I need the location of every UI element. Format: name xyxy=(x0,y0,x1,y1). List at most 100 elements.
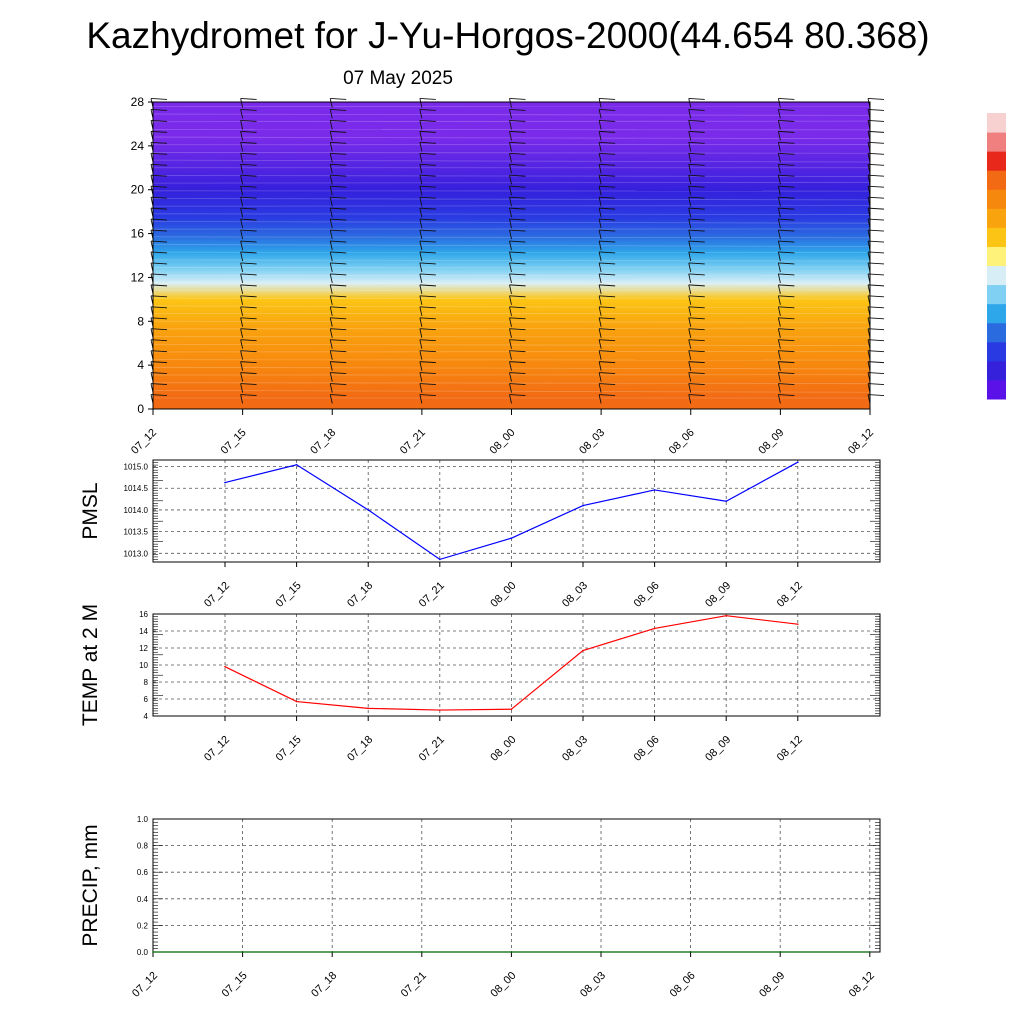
precip-xtick-label: 08_03 xyxy=(578,970,608,1000)
xsec-isoline xyxy=(153,129,870,130)
precip-data-point xyxy=(242,951,244,953)
temp-data-point xyxy=(582,650,584,652)
temp-data-point xyxy=(367,708,369,710)
pmsl-xtick-label: 08_06 xyxy=(632,580,662,610)
xsec-xtick-label: 08_06 xyxy=(667,427,697,457)
plot-panels: 0 4 8 12 16 20 24 28 07_12 07_15 07_18 07_21 08_00 08… xyxy=(79,95,1006,1000)
precip-data-point xyxy=(421,951,423,953)
colorbar-segment xyxy=(987,151,1006,171)
pmsl-data-point xyxy=(654,489,656,491)
wind-barb-flag xyxy=(241,98,257,99)
colorbar-segment xyxy=(987,342,1006,362)
xsec-xtick-label: 08_00 xyxy=(488,427,518,457)
pmsl-data-point xyxy=(725,500,727,502)
xsec-xtick-label: 08_09 xyxy=(756,427,786,457)
xsec-ytick-label: 12 xyxy=(131,270,145,284)
pmsl-ytick-label: 1013.0 xyxy=(124,549,149,558)
temp-data-point xyxy=(439,709,441,711)
colorbar-segment xyxy=(987,208,1006,228)
precip-data-point xyxy=(779,951,781,953)
xsec-ytick-label: 0 xyxy=(137,402,144,416)
xsec-field xyxy=(153,102,870,409)
xsec-xtick-label: 07_12 xyxy=(129,427,159,457)
pmsl-xtick-label: 07_12 xyxy=(202,580,232,610)
temp-xtick-label: 08_06 xyxy=(632,734,662,764)
wind-barb-flag xyxy=(689,98,705,99)
precip-frame xyxy=(153,819,880,952)
temp-ytick-label: 10 xyxy=(139,661,148,670)
temp-ylabel: TEMP at 2 M xyxy=(79,604,102,726)
temp-ytick-label: 8 xyxy=(144,678,149,687)
temp-xtick-label: 07_21 xyxy=(417,734,447,764)
wind-barb-flag xyxy=(420,98,436,99)
xsec-ytick-label: 8 xyxy=(137,314,144,328)
pmsl-xtick-label: 07_18 xyxy=(345,580,375,610)
temp-xtick-label: 07_18 xyxy=(345,734,375,764)
precip-data-point xyxy=(600,951,602,953)
precip-ytick-label: 0.2 xyxy=(137,921,149,930)
xsec-xtick-label: 07_18 xyxy=(308,427,338,457)
precip-xtick-label: 08_12 xyxy=(847,970,877,1000)
precip-data-point xyxy=(869,951,871,953)
pmsl-data-point xyxy=(224,482,226,484)
pmsl-xtick-label: 08_12 xyxy=(775,580,805,610)
pmsl-frame xyxy=(153,460,880,562)
pmsl-data-point xyxy=(367,509,369,511)
wind-barb-flag xyxy=(151,98,167,99)
pmsl-xtick-label: 08_09 xyxy=(703,580,733,610)
temp-xtick-label: 08_03 xyxy=(560,734,590,764)
colorbar-segment xyxy=(987,227,1006,247)
precip-ytick-label: 0.8 xyxy=(137,842,149,851)
pmsl-ytick-label: 1014.0 xyxy=(124,506,149,515)
precip-xtick-label: 07_18 xyxy=(309,970,339,1000)
pmsl-data-point xyxy=(797,461,799,463)
precip-xtick-label: 07_12 xyxy=(130,970,160,1000)
xsec-xtick-label: 08_12 xyxy=(846,427,876,457)
xsec-ytick-label: 20 xyxy=(131,183,145,197)
precip-ytick-label: 0.0 xyxy=(137,948,149,957)
pmsl-xtick-label: 07_15 xyxy=(274,580,304,610)
precip-xtick-label: 08_06 xyxy=(668,970,698,1000)
precip-data-point xyxy=(690,951,692,953)
temp-data-point xyxy=(296,701,298,703)
temp-data-point xyxy=(511,708,513,710)
temp-xtick-label: 08_12 xyxy=(775,734,805,764)
pmsl-xtick-label: 08_00 xyxy=(488,580,518,610)
wind-barb-flag xyxy=(778,98,794,99)
xsec-ytick-label: 28 xyxy=(131,95,145,109)
colorbar-segment xyxy=(987,132,1006,152)
precip-xtick-label: 08_00 xyxy=(488,970,518,1000)
pmsl-ytick-label: 1014.5 xyxy=(124,484,149,493)
xsec-ytick-label: 16 xyxy=(131,227,145,241)
precip-data-point xyxy=(152,951,154,953)
colorbar-segment xyxy=(987,189,1006,209)
temp-ytick-label: 12 xyxy=(139,644,148,653)
xsec-xtick-label: 08_03 xyxy=(577,427,607,457)
temp-ytick-label: 16 xyxy=(139,610,148,619)
colorbar-segment xyxy=(987,246,1006,266)
chart-subtitle: 07 May 2025 xyxy=(343,68,453,89)
temp-data-point xyxy=(797,623,799,625)
xsec-ytick-label: 4 xyxy=(137,358,144,372)
temp-xtick-label: 08_00 xyxy=(488,734,518,764)
colorbar-segment xyxy=(987,380,1006,400)
precip-ytick-label: 0.4 xyxy=(137,895,149,904)
precip-data-point xyxy=(511,951,513,953)
colorbar-segment xyxy=(987,323,1006,343)
colorbar-segment xyxy=(987,113,1006,133)
precip-ytick-label: 1.0 xyxy=(137,815,149,824)
wind-barb-flag xyxy=(599,98,615,99)
temp-xtick-label: 08_09 xyxy=(703,734,733,764)
pmsl-xtick-label: 07_21 xyxy=(417,580,447,610)
temp-ytick-label: 4 xyxy=(144,712,149,721)
pmsl-ytick-label: 1015.0 xyxy=(124,463,149,472)
xsec-ytick-label: 24 xyxy=(131,139,145,153)
pmsl-xtick-label: 08_03 xyxy=(560,580,590,610)
pmsl-ytick-label: 1013.5 xyxy=(124,528,149,537)
colorbar-segment xyxy=(987,285,1006,305)
temp-data-point xyxy=(654,628,656,630)
temp-xtick-label: 07_12 xyxy=(202,734,232,764)
xsec-xtick-label: 07_15 xyxy=(219,427,249,457)
colorbar-segment xyxy=(987,304,1006,324)
